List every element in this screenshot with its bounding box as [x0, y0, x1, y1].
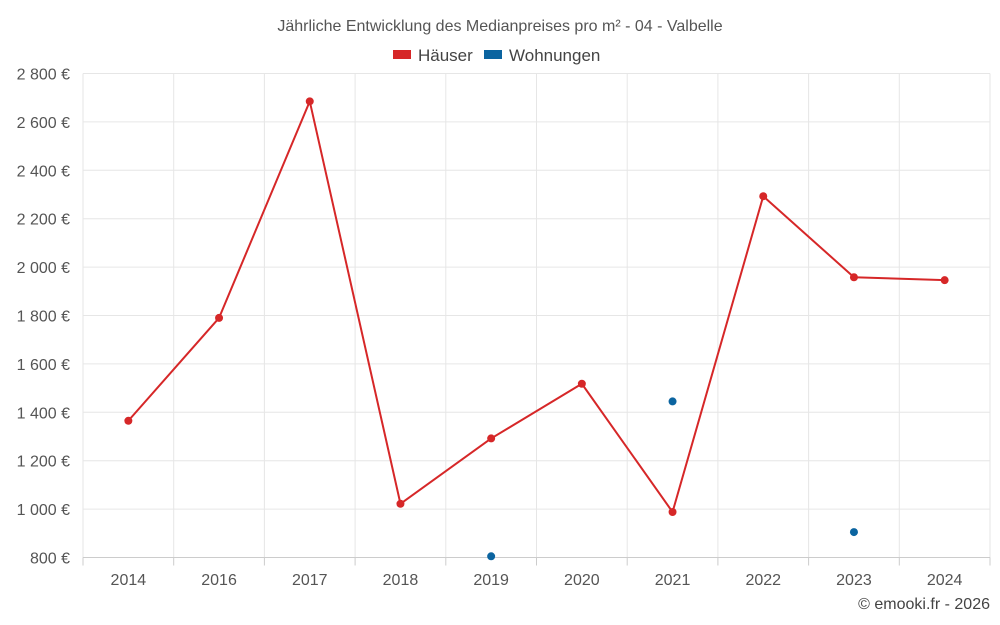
data-point-wohnungen — [487, 552, 496, 561]
legend: Häuser Wohnungen — [393, 46, 600, 65]
legend-item-haeuser[interactable]: Häuser — [393, 46, 473, 65]
x-tick-label: 2020 — [564, 572, 600, 589]
y-tick-label: 1 800 € — [17, 309, 70, 326]
series-line-haeuser — [127, 100, 945, 514]
x-tick-label: 2022 — [745, 572, 781, 589]
data-point-haeuser — [759, 192, 768, 201]
x-tick-label: 2023 — [836, 572, 872, 589]
y-tick-label: 2 000 € — [17, 260, 70, 277]
data-point-wohnungen — [849, 528, 858, 537]
x-tick-label: 2014 — [111, 572, 147, 589]
x-tick-label: 2016 — [201, 572, 237, 589]
data-point-haeuser — [577, 379, 586, 388]
legend-swatch-wohnungen — [484, 50, 502, 59]
series-haeuser — [124, 97, 949, 517]
data-point-haeuser — [396, 499, 405, 508]
data-point-haeuser — [215, 313, 224, 322]
legend-swatch-haeuser — [393, 50, 411, 59]
data-point-haeuser — [940, 276, 949, 285]
data-point-wohnungen — [668, 397, 677, 406]
credit-text: © emooki.fr - 2026 — [858, 596, 990, 613]
x-tick-label: 2017 — [292, 572, 328, 589]
chart-title: Jährliche Entwicklung des Medianpreises … — [277, 18, 722, 35]
y-tick-label: 2 200 € — [17, 212, 70, 229]
legend-item-wohnungen[interactable]: Wohnungen — [484, 46, 600, 65]
y-tick-label: 2 800 € — [17, 67, 70, 84]
y-tick-label: 800 € — [30, 551, 70, 568]
legend-label-wohnungen: Wohnungen — [509, 46, 600, 65]
legend-label-haeuser: Häuser — [418, 46, 473, 65]
y-tick-label: 2 400 € — [17, 163, 70, 180]
series — [124, 97, 949, 561]
y-tick-label: 1 400 € — [17, 405, 70, 422]
y-axis: 800 € 1 000 € 1 200 € 1 400 € 1 600 € 1 800 €… — [17, 67, 70, 568]
x-tick-label: 2021 — [655, 572, 691, 589]
y-tick-label: 1 000 € — [17, 502, 70, 519]
x-axis: 2014 2016 2017 2018 2019 2020 2021 2022 2023 2024 — [82, 557, 991, 589]
data-point-haeuser — [305, 97, 314, 106]
y-tick-label: 2 600 € — [17, 115, 70, 132]
x-tick-label: 2019 — [473, 572, 509, 589]
x-tick-label: 2018 — [383, 572, 419, 589]
data-point-haeuser — [487, 434, 496, 443]
grid — [82, 73, 991, 558]
x-tick-label: 2024 — [927, 572, 963, 589]
y-tick-label: 1 600 € — [17, 357, 70, 374]
data-point-haeuser — [849, 273, 858, 282]
data-point-haeuser — [668, 508, 677, 517]
y-tick-label: 1 200 € — [17, 454, 70, 471]
data-point-haeuser — [124, 416, 133, 425]
series-wohnungen — [487, 397, 858, 561]
